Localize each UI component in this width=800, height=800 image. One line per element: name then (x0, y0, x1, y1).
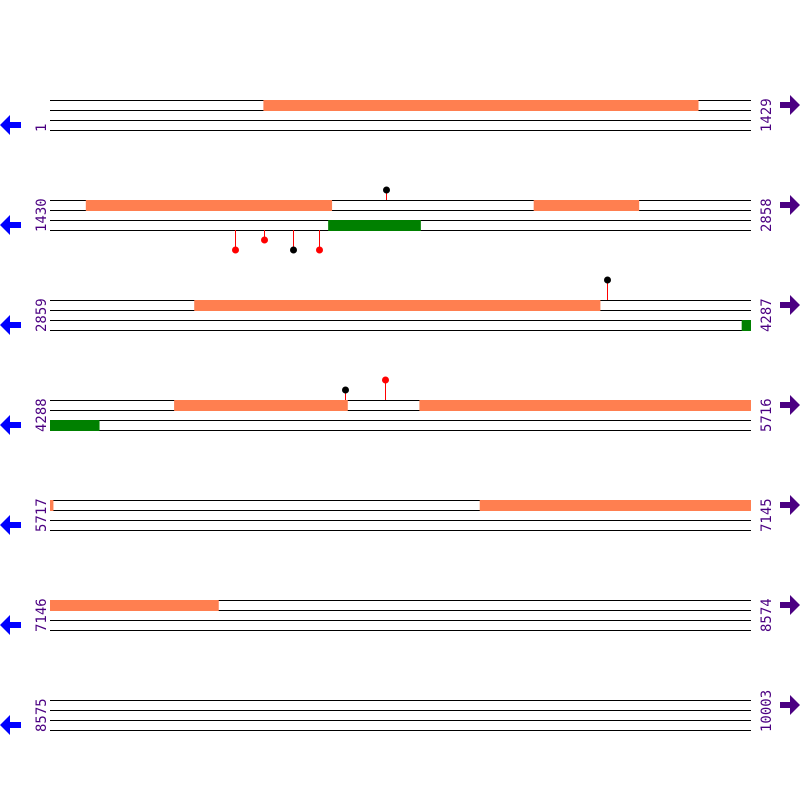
marker-point[interactable] (383, 186, 390, 194)
arrow-right-icon[interactable] (780, 95, 800, 115)
feature-bar-orange[interactable] (174, 400, 348, 411)
feature-bar-green[interactable] (50, 420, 100, 431)
sequence-row: 5717 7145 (0, 495, 800, 535)
marker-point[interactable] (232, 246, 239, 254)
feature-bar-green[interactable] (741, 320, 751, 331)
feature-bar-orange[interactable] (419, 400, 751, 411)
feature-bar-orange[interactable] (263, 100, 699, 111)
arrow-left-icon[interactable] (0, 515, 21, 535)
feature-bar-orange[interactable] (50, 600, 219, 611)
arrow-right-icon[interactable] (780, 395, 800, 415)
arrow-left-icon[interactable] (0, 415, 21, 435)
row-start-label: 8575 (34, 698, 50, 732)
row-end-label: 4287 (759, 298, 775, 332)
arrow-right-icon[interactable] (780, 495, 800, 515)
marker-point[interactable] (290, 246, 297, 254)
row-end-label: 2858 (759, 198, 775, 232)
row-end-label: 7145 (759, 498, 775, 532)
feature-bar-orange[interactable] (479, 500, 751, 511)
feature-bar-orange[interactable] (85, 200, 333, 211)
row-end-label: 1429 (759, 98, 775, 132)
feature-bar-green[interactable] (328, 220, 421, 231)
arrow-left-icon[interactable] (0, 715, 21, 735)
arrow-left-icon[interactable] (0, 215, 21, 235)
sequence-row: 1 1429 (0, 95, 800, 135)
sequence-row: 4288 5716 (0, 376, 800, 435)
marker-point[interactable] (261, 236, 268, 244)
feature-bar-orange[interactable] (50, 500, 54, 511)
marker-point[interactable] (316, 246, 323, 254)
sequence-row: 1430 2858 (0, 186, 800, 254)
feature-bar-orange[interactable] (194, 300, 601, 311)
row-start-label: 7146 (34, 598, 50, 632)
arrow-left-icon[interactable] (0, 115, 21, 135)
sequence-row: 2859 4287 (0, 276, 800, 335)
marker-point[interactable] (382, 376, 389, 384)
arrow-left-icon[interactable] (0, 315, 21, 335)
arrow-left-icon[interactable] (0, 615, 21, 635)
arrow-right-icon[interactable] (780, 695, 800, 715)
arrow-right-icon[interactable] (780, 595, 800, 615)
sequence-row: 8575 10003 (0, 690, 800, 735)
marker-point[interactable] (342, 386, 349, 394)
feature-bar-orange[interactable] (533, 200, 640, 211)
marker-point[interactable] (604, 276, 611, 284)
arrow-right-icon[interactable] (780, 295, 800, 315)
row-start-label: 5717 (34, 498, 50, 532)
row-end-label: 5716 (759, 398, 775, 432)
row-end-label: 10003 (759, 690, 775, 732)
arrow-right-icon[interactable] (780, 195, 800, 215)
row-end-label: 8574 (759, 598, 775, 632)
row-start-label: 1 (34, 124, 50, 132)
row-start-label: 1430 (34, 198, 50, 232)
row-start-label: 4288 (34, 398, 50, 432)
row-start-label: 2859 (34, 298, 50, 332)
sequence-row: 7146 8574 (0, 595, 800, 635)
